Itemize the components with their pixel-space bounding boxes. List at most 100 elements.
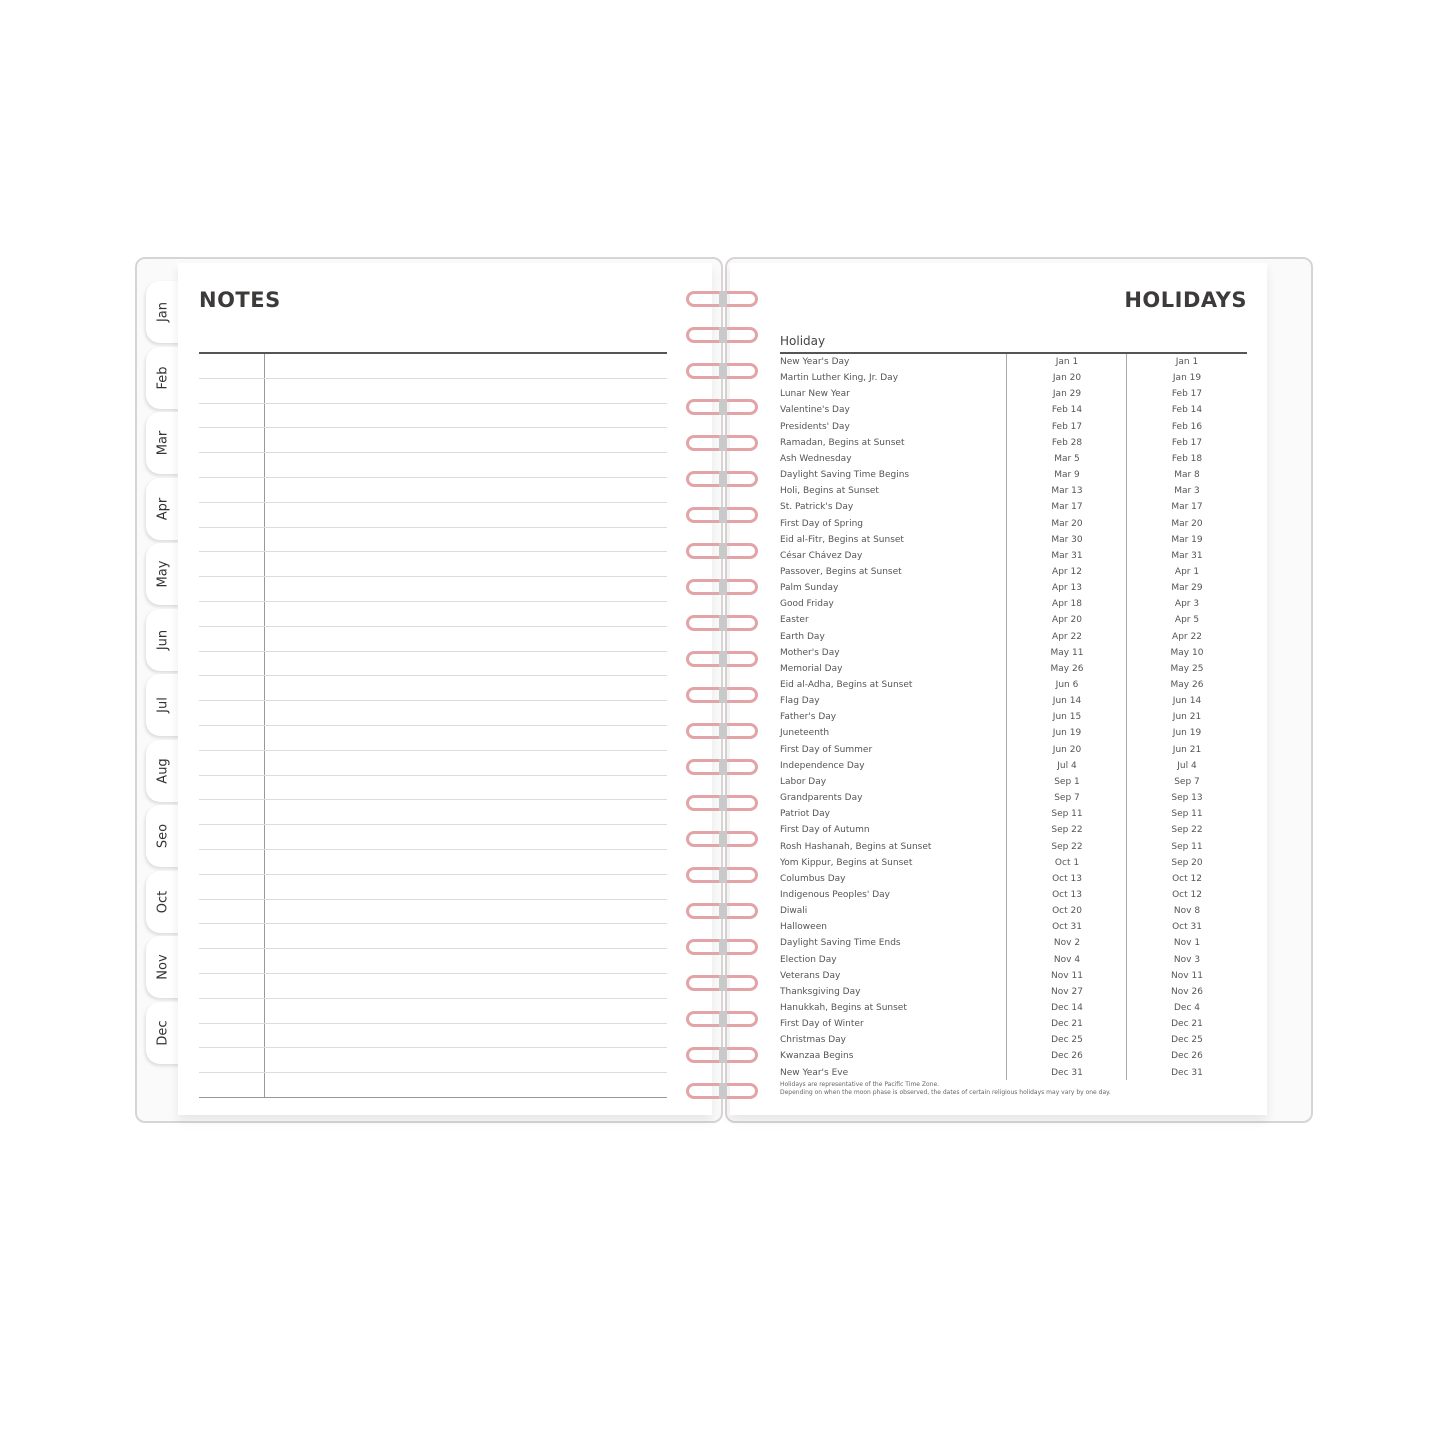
spiral-coil (686, 1047, 758, 1063)
tab-apr[interactable]: Apr (146, 477, 180, 540)
table-row: Earth Day Apr 22 Apr 22 (780, 629, 1247, 645)
date-col-2: Jun 21 (1172, 712, 1202, 723)
spiral-coil (686, 651, 758, 667)
spiral-coil (686, 687, 758, 703)
holiday-name: Daylight Saving Time Ends (780, 938, 901, 949)
spiral-coil (686, 399, 758, 415)
spiral-coil (686, 579, 758, 595)
tab-oct[interactable]: Oct (146, 870, 180, 933)
date-col-2: Mar 29 (1171, 583, 1203, 594)
ruled-line (199, 1097, 667, 1098)
ruled-line (199, 526, 667, 528)
tab-label: Oct (155, 890, 171, 913)
ruled-line (199, 377, 667, 379)
tab-may[interactable]: May (146, 543, 180, 605)
table-row: Halloween Oct 31 Oct 31 (780, 919, 1247, 935)
ruled-line (199, 700, 667, 702)
date-col-1: Sep 22 (1051, 841, 1083, 852)
date-col-2: Jun 21 (1172, 744, 1202, 755)
date-col-1: Jun 20 (1052, 744, 1082, 755)
date-col-1: Apr 13 (1052, 583, 1082, 594)
ruled-line (199, 898, 667, 900)
ruled-line (199, 749, 667, 751)
date-col-2: Dec 4 (1173, 1003, 1200, 1013)
date-col-2: Sep 20 (1171, 857, 1203, 868)
date-col-1: Mar 30 (1051, 534, 1083, 545)
date-col-1: Oct 31 (1052, 922, 1082, 933)
date-col-2: Apr 1 (1174, 566, 1200, 577)
ruled-line (199, 427, 667, 429)
date-col-1: Nov 4 (1053, 954, 1081, 965)
table-row: Ramadan, Begins at Sunset Feb 28 Feb 17 (780, 435, 1247, 451)
date-col-1: Oct 13 (1052, 873, 1082, 884)
date-col-2: Sep 13 (1171, 793, 1203, 804)
ruled-line (199, 923, 667, 925)
tab-label: Seo (155, 823, 171, 849)
date-col-1: Mar 31 (1051, 550, 1083, 561)
tab-aug[interactable]: Aug (146, 739, 180, 802)
tab-jun[interactable]: Jun (146, 608, 180, 671)
notes-page (178, 263, 712, 1115)
date-col-2: Apr 5 (1174, 615, 1200, 626)
date-col-1: Nov 27 (1051, 986, 1083, 997)
date-col-1: Dec 25 (1051, 1035, 1083, 1046)
ruled-line (199, 1072, 667, 1074)
ruled-line (199, 824, 667, 826)
holiday-name: Good Friday (780, 599, 834, 610)
holiday-name: Presidents' Day (780, 421, 850, 432)
date-col-1: Dec 31 (1051, 1067, 1083, 1078)
tab-nov[interactable]: Nov (146, 936, 180, 998)
tab-seo[interactable]: Seo (146, 805, 180, 867)
table-row: Juneteenth Jun 19 Jun 19 (780, 725, 1247, 741)
tab-label: Jun (155, 629, 171, 650)
tab-jul[interactable]: Jul (146, 674, 180, 736)
date-col-1: Mar 13 (1051, 486, 1083, 497)
tab-label: Aug (155, 757, 171, 784)
tab-label: May (155, 560, 171, 588)
date-col-1: Dec 26 (1051, 1051, 1083, 1062)
holiday-name: Passover, Begins at Sunset (780, 566, 902, 577)
ruled-line (199, 873, 667, 875)
holiday-name: Mother's Day (780, 647, 840, 658)
spiral-coil (686, 1011, 758, 1027)
table-row: New Year's Day Jan 1 Jan 1 (780, 354, 1247, 370)
tab-label: Apr (155, 497, 171, 520)
table-row: Daylight Saving Time Begins Mar 9 Mar 8 (780, 467, 1247, 483)
spiral-coil (686, 759, 758, 775)
tab-jan[interactable]: Jan (146, 281, 180, 343)
date-col-2: Oct 12 (1172, 873, 1202, 884)
holiday-name: Easter (780, 615, 809, 626)
date-col-2: Apr 3 (1174, 599, 1200, 610)
date-col-1: Feb 17 (1051, 421, 1083, 432)
date-col-2: Sep 7 (1174, 776, 1200, 787)
date-col-2: Jan 19 (1172, 373, 1202, 384)
spiral-coil (686, 327, 758, 343)
tab-dec[interactable]: Dec (146, 1001, 180, 1064)
date-col-2: Nov 3 (1173, 954, 1201, 965)
spiral-coil (686, 939, 758, 955)
ruled-line (199, 799, 667, 801)
table-row: Labor Day Sep 1 Sep 7 (780, 774, 1247, 790)
table-row: Grandparents Day Sep 7 Sep 13 (780, 790, 1247, 806)
tab-mar[interactable]: Mar (146, 412, 180, 474)
ruled-line (199, 675, 667, 677)
table-row: Diwali Oct 20 Nov 8 (780, 903, 1247, 919)
table-row: Father's Day Jun 15 Jun 21 (780, 709, 1247, 725)
date-col-1: Jan 29 (1052, 389, 1082, 400)
table-row: New Year's Eve Dec 31 Dec 31 (780, 1065, 1247, 1081)
tab-feb[interactable]: Feb (146, 346, 180, 409)
holiday-name: Hanukkah, Begins at Sunset (780, 1003, 907, 1013)
ruled-line (199, 601, 667, 602)
table-row: St. Patrick's Day Mar 17 Mar 17 (780, 499, 1247, 515)
table-row: First Day of Autumn Sep 22 Sep 22 (780, 822, 1247, 838)
ruled-line (199, 477, 667, 478)
date-col-1: Jun 14 (1052, 696, 1082, 707)
date-col-2: Nov 26 (1171, 986, 1203, 997)
notes-header-rule (199, 352, 667, 354)
date-col-1: Nov 2 (1053, 938, 1081, 949)
table-row: First Day of Summer Jun 20 Jun 21 (780, 742, 1247, 758)
date-col-1: Oct 1 (1054, 857, 1080, 868)
table-row: First Day of Winter Dec 21 Dec 21 (780, 1016, 1247, 1032)
holiday-name: Veterans Day (780, 970, 841, 981)
table-row: Yom Kippur, Begins at Sunset Oct 1 Sep 20 (780, 855, 1247, 871)
